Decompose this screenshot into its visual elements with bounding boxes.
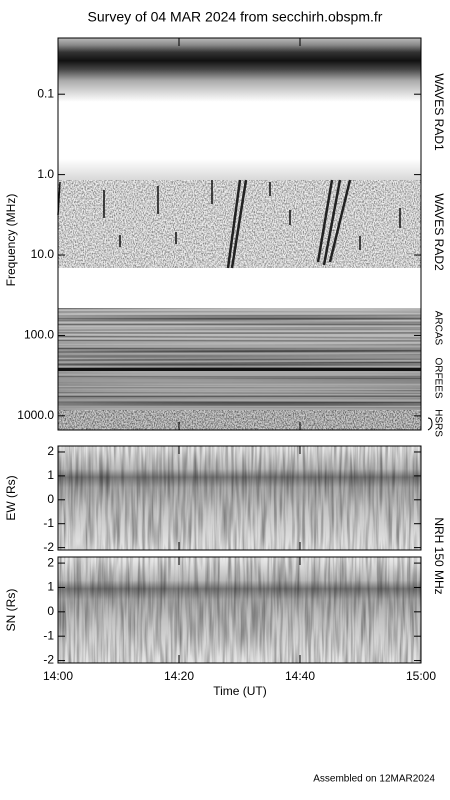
instrument-label: NRH 150 MHz: [432, 517, 446, 594]
x-tick-label: 14:00: [43, 669, 73, 683]
instrument-label: ORFEES: [432, 357, 443, 398]
y-tick-label: 100.0: [24, 328, 54, 342]
y-tick-label: 2: [47, 444, 54, 458]
instrument-label: WAVES RAD1: [432, 73, 446, 151]
x-tick-label: 15:00: [406, 669, 436, 683]
y-tick-label: -2: [43, 540, 54, 554]
x-tick-label: 14:40: [285, 669, 315, 683]
y-axis-label: Frequency (MHz): [4, 194, 18, 287]
instrument-label: WAVES RAD2: [432, 193, 446, 271]
y-tick-label: 1.0: [37, 167, 54, 181]
y-axis-label: EW (Rs): [4, 475, 18, 520]
y-tick-label: 1000.0: [17, 408, 54, 422]
y-tick-label: 2: [47, 555, 54, 569]
panel-frame: [57, 445, 422, 551]
y-tick-label: -2: [43, 653, 54, 667]
y-axis-label: SN (Rs): [4, 589, 18, 632]
panel-frame: [57, 556, 422, 664]
y-tick-label: 0: [47, 604, 54, 618]
y-tick-label: 0.1: [37, 86, 54, 100]
y-tick-label: 1: [47, 580, 54, 594]
chart-title: Survey of 04 MAR 2024 from secchirh.obsp…: [88, 9, 383, 25]
y-tick-label: 1: [47, 468, 54, 482]
instrument-label: HSRS: [432, 409, 443, 437]
footer: Assembled on 12MAR2024: [313, 774, 435, 785]
x-axis-label: Time (UT): [213, 684, 267, 698]
instrument-label: ARCAS: [432, 311, 443, 346]
y-tick-label: 0: [47, 492, 54, 506]
imagery: [57, 38, 421, 663]
bracket: [427, 417, 433, 431]
panel-frame: [57, 37, 422, 431]
x-tick-label: 14:20: [164, 669, 194, 683]
y-tick-label: 10.0: [31, 247, 55, 261]
y-tick-label: -1: [43, 628, 54, 642]
y-tick-label: -1: [43, 516, 54, 530]
